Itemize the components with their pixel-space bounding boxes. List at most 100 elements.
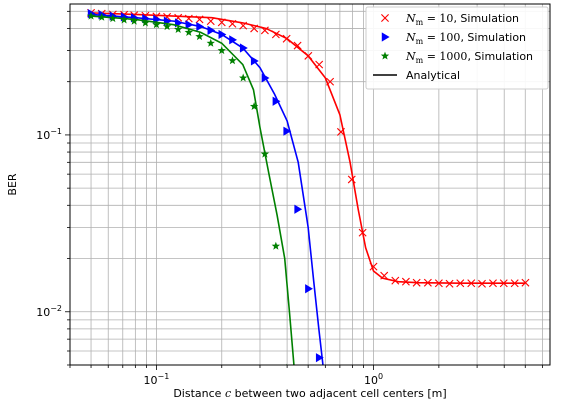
x-marker-stroke [282, 34, 291, 43]
data-point-nm10 [282, 34, 291, 43]
x-marker-stroke [434, 279, 443, 288]
x-marker-stroke [336, 127, 345, 136]
data-point-nm1000 [238, 73, 248, 82]
axis-ticks: 10−1 100 10−2 10−1 [36, 10, 543, 387]
plot-area [86, 8, 530, 365]
data-point-nm10 [206, 17, 215, 26]
data-point-nm1000 [260, 149, 270, 158]
series-line-nm100 [90, 13, 324, 365]
data-point-nm10 [380, 271, 389, 280]
data-point-nm10 [412, 278, 421, 287]
data-point-nm10 [315, 60, 324, 69]
x-marker-stroke [271, 30, 280, 39]
plot-frame [69, 3, 551, 366]
x-marker-stroke [228, 19, 237, 28]
x-marker-stroke [467, 279, 476, 288]
data-point-nm1000 [119, 15, 129, 24]
x-marker-stroke [239, 21, 248, 30]
data-point-nm100 [272, 96, 281, 106]
x-marker-stroke [510, 279, 519, 288]
x-marker-stroke [412, 278, 421, 287]
data-point-nm100 [207, 25, 216, 36]
data-point-nm10 [271, 30, 280, 39]
data-point-nm100 [229, 35, 238, 45]
legend-entry-label: Analytical [406, 69, 460, 82]
data-point-nm10 [239, 21, 248, 30]
data-point-nm1000 [184, 28, 193, 36]
x-marker-stroke [521, 278, 530, 287]
data-point-nm1000 [249, 101, 259, 110]
data-point-nm100 [250, 56, 259, 66]
x-marker-stroke [478, 279, 486, 288]
x-marker-stroke [347, 175, 356, 184]
data-point-nm10 [521, 278, 530, 287]
x-marker-stroke [445, 279, 454, 288]
x-axis-label: Distance c between two adjacent cell cen… [173, 387, 446, 400]
data-point-nm100 [315, 353, 324, 363]
data-point-nm10 [304, 51, 313, 60]
series-line-nm1000 [90, 15, 295, 365]
data-point-nm1000 [152, 20, 161, 29]
x-marker-stroke [195, 15, 204, 24]
x-marker-stroke [217, 18, 226, 27]
data-point-nm10 [260, 26, 269, 35]
data-point-nm100 [218, 29, 227, 40]
data-point-nm10 [391, 276, 400, 285]
data-point-nm10 [499, 279, 508, 288]
data-point-nm10 [217, 18, 226, 27]
data-point-nm10 [250, 24, 259, 33]
x-marker-stroke [401, 277, 410, 286]
data-point-nm10 [445, 279, 454, 288]
data-point-nm10 [478, 279, 486, 288]
y-axis-label: BER [6, 173, 19, 195]
data-point-nm10 [423, 278, 432, 287]
x-marker-stroke [391, 276, 400, 285]
data-point-nm10 [434, 279, 443, 288]
x-marker-stroke [315, 60, 324, 69]
data-point-nm1000 [86, 11, 96, 20]
data-point-nm10 [401, 277, 410, 286]
data-point-nm100 [305, 284, 313, 294]
data-point-nm1000 [217, 46, 226, 55]
data-point-nm1000 [228, 56, 237, 65]
data-point-nm10 [195, 15, 204, 24]
data-point-nm1000 [97, 12, 106, 21]
data-point-nm10 [326, 77, 335, 86]
y-tick-label: 10−2 [36, 304, 62, 319]
data-point-nm10 [488, 279, 497, 288]
data-point-nm10 [336, 127, 345, 136]
data-point-nm100 [294, 204, 303, 214]
data-point-nm10 [369, 262, 378, 271]
data-point-nm100 [196, 21, 205, 32]
data-point-nm100 [283, 126, 292, 136]
series-line-nm10 [91, 12, 526, 285]
x-marker-stroke [381, 14, 389, 22]
x-marker-stroke [423, 278, 432, 287]
x-marker-stroke [293, 41, 302, 50]
data-point-nm1000 [195, 32, 204, 41]
legend-marker [380, 51, 390, 60]
data-point-nm1000 [108, 14, 118, 23]
x-marker-stroke [369, 262, 378, 271]
data-point-nm10 [510, 279, 519, 288]
x-marker-stroke [456, 279, 465, 288]
data-point-nm1000 [129, 16, 139, 25]
data-point-nm10 [456, 279, 465, 288]
data-point-nm10 [467, 279, 476, 288]
data-point-nm10 [358, 228, 367, 237]
legend-entry-label: Nm = 100, Simulation [405, 31, 526, 46]
legend-entry-label: Nm = 1000, Simulation [405, 50, 533, 65]
x-marker-stroke [499, 279, 508, 288]
data-point-nm10 [228, 19, 237, 28]
data-point-nm1000 [141, 18, 150, 27]
data-point-nm1000 [174, 25, 183, 33]
data-point-nm100 [261, 73, 270, 83]
legend: Nm = 10, Simulation Nm = 100, Simulation N… [365, 6, 549, 90]
x-marker-stroke [304, 51, 313, 60]
x-marker-stroke [326, 77, 335, 86]
y-tick-label: 10−1 [36, 127, 62, 142]
data-point-nm100 [185, 20, 194, 30]
x-marker-stroke [206, 17, 215, 26]
data-point-nm10 [347, 175, 356, 184]
